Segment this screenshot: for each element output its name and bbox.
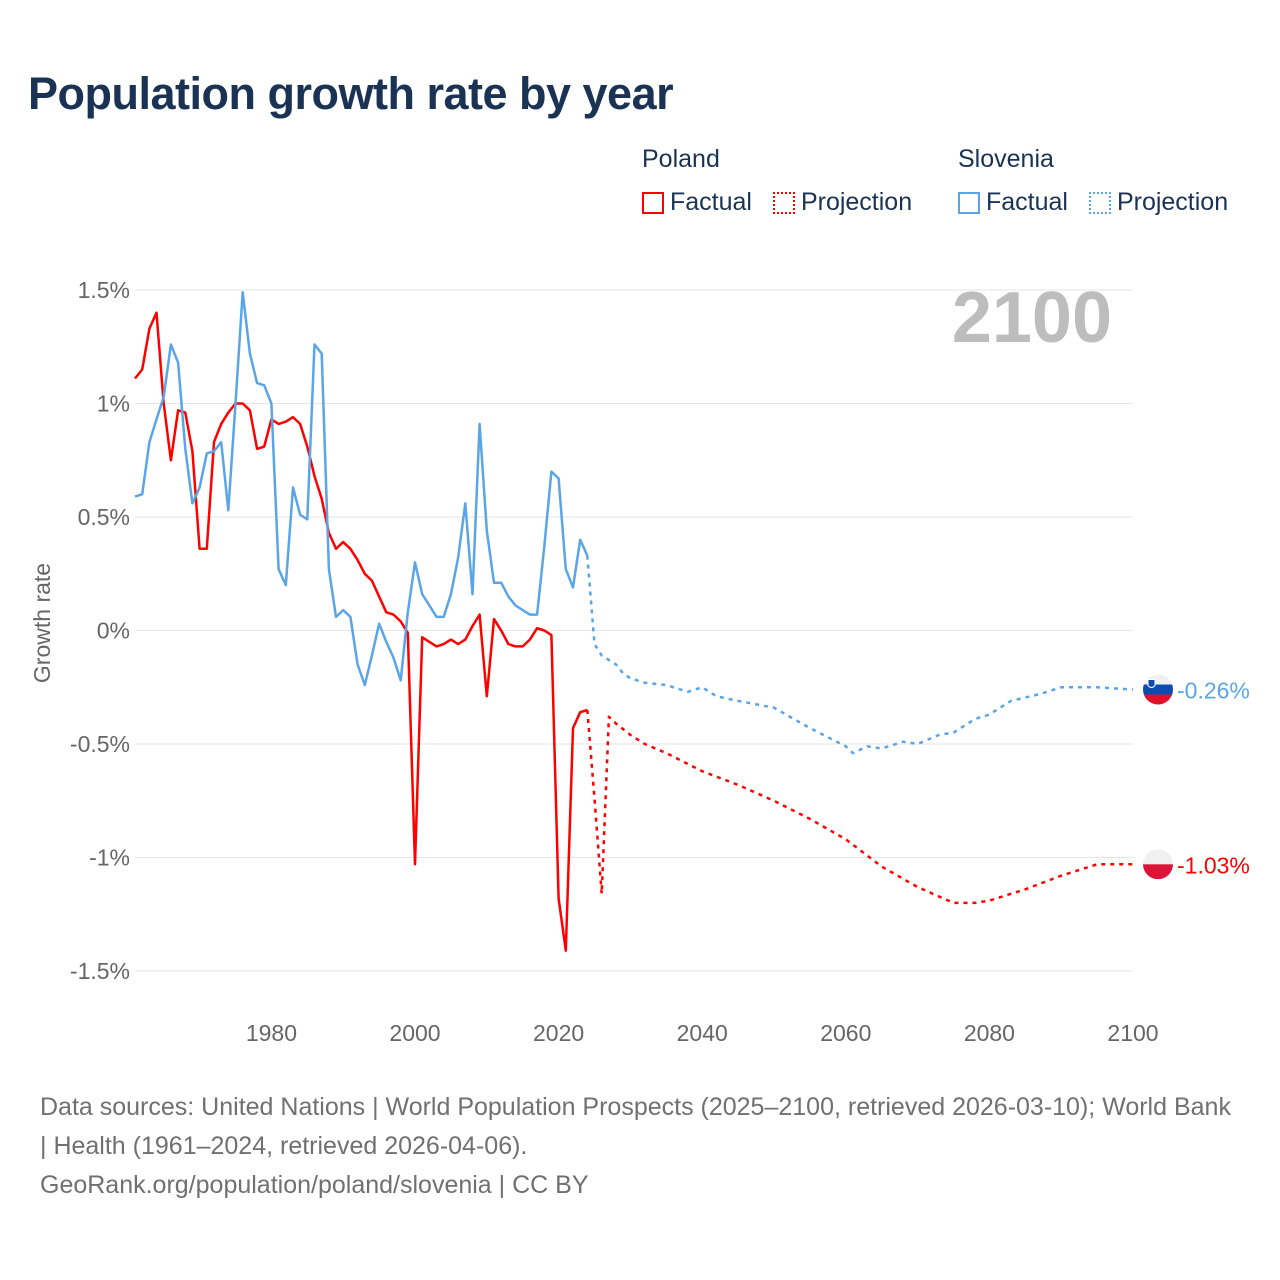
footer: Data sources: United Nations | World Pop… — [40, 1088, 1240, 1205]
y-tick-label: 0% — [97, 618, 130, 644]
year-display: 2100 — [952, 278, 1112, 358]
legend-label: Factual — [670, 188, 752, 216]
flag-stripe-red — [1143, 694, 1173, 705]
credit-link[interactable]: GeoRank.org/population/poland/slovenia |… — [40, 1171, 589, 1199]
y-axis-label: Growth rate — [29, 563, 55, 683]
y-tick-label: 0.5% — [78, 504, 130, 530]
legend-slovenia: Slovenia Factual Projection — [958, 145, 1228, 221]
y-tick-label: -1.5% — [70, 958, 130, 984]
legend-item-poland-factual[interactable]: Factual — [642, 188, 752, 217]
flag-stripe-blue — [1143, 684, 1173, 695]
end-value-label-poland: -1.03% — [1177, 852, 1250, 878]
x-tick-label: 1980 — [246, 1020, 297, 1046]
legend-swatch-solid — [642, 191, 664, 214]
legend-label: Projection — [800, 188, 913, 216]
legend-label: Factual — [986, 188, 1068, 216]
legend-swatch-dotted — [772, 191, 795, 214]
x-tick-label: 2040 — [677, 1020, 728, 1046]
legend-group-name: Slovenia — [958, 145, 1054, 173]
end-value-label-slovenia: -0.26% — [1177, 678, 1250, 704]
x-tick-label: 2020 — [533, 1020, 584, 1046]
legend-item-slovenia-projection[interactable]: Projection — [1088, 188, 1229, 217]
chart-title: Population growth rate by year — [28, 68, 674, 119]
y-tick-label: -1% — [89, 845, 130, 871]
legend-label: Projection — [1116, 188, 1229, 216]
data-sources: Data sources: United Nations | World Pop… — [40, 1093, 1231, 1160]
legend-item-poland-projection[interactable]: Projection — [772, 188, 913, 217]
coat-of-arms-icon — [1147, 679, 1156, 689]
flag-stripe-white — [1143, 849, 1173, 865]
legend-poland: Poland Factual Projection — [642, 145, 926, 221]
flag-stripe-white — [1143, 674, 1173, 685]
series-line-slovenia-projection — [586, 555, 1134, 755]
series-line-slovenia-factual — [134, 291, 589, 687]
series-line-poland-projection — [586, 709, 1133, 905]
y-tick-label: 1% — [97, 391, 130, 417]
legend-item-slovenia-factual[interactable]: Factual — [958, 188, 1068, 217]
x-tick-label: 2000 — [389, 1020, 440, 1046]
legend-group-name: Poland — [642, 145, 720, 173]
flag-stripe-red — [1143, 864, 1173, 880]
flag-slovenia-icon — [1143, 674, 1173, 705]
x-tick-label: 2060 — [820, 1020, 871, 1046]
x-tick-label: 2100 — [1107, 1020, 1158, 1046]
y-tick-label: -0.5% — [70, 731, 130, 757]
y-tick-label: 1.5% — [78, 277, 130, 303]
series-line-poland-factual — [134, 311, 588, 952]
flag-poland-icon — [1143, 849, 1173, 880]
legend-swatch-dotted — [1088, 191, 1111, 214]
x-tick-label: 2080 — [964, 1020, 1015, 1046]
legend-swatch-solid — [958, 191, 980, 214]
